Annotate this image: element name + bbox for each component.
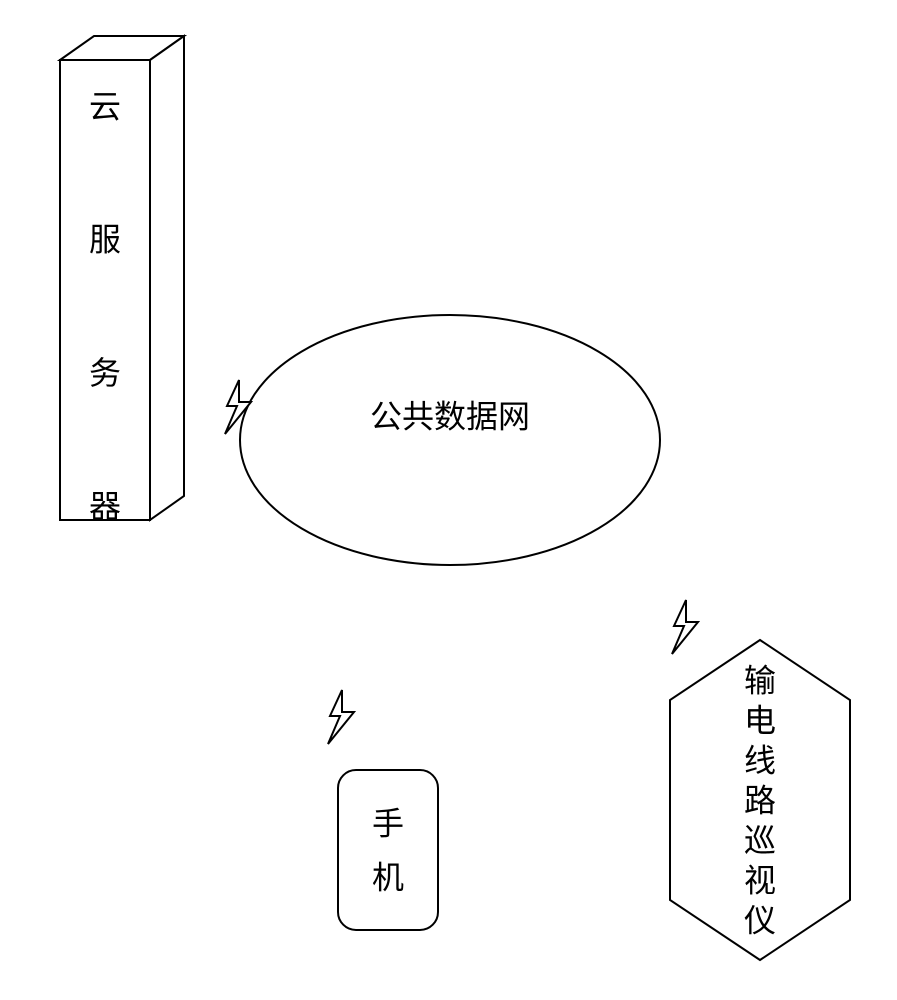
public-data-network-ellipse [240,315,660,565]
public-data-network-node: 公共数据网 [240,315,660,565]
lightning-icon [328,690,354,744]
phone-rect [338,770,438,930]
wireless-link-icon [328,690,354,744]
cloud-server-side-face [150,36,184,520]
inspector-node: 输电线路巡视仪 [670,640,850,960]
inspector-label: 视 [744,862,776,898]
cloud-server-label: 器 [89,488,121,524]
inspector-label: 输 [744,662,776,698]
phone-label: 机 [372,859,404,895]
lightning-icon [672,600,698,654]
inspector-label: 巡 [744,822,776,858]
cloud-server-label: 务 [89,355,121,391]
cloud-server-label: 云 [89,88,121,124]
cloud-server-label: 服 [89,222,121,258]
inspector-label: 路 [744,782,776,818]
inspector-label: 电 [744,702,776,738]
cloud-server-node: 云服务器 [60,36,184,524]
inspector-label: 线 [744,742,776,778]
cloud-server-front-face [60,60,150,520]
wireless-link-icon [672,600,698,654]
public-data-network-label: 公共数据网 [370,398,530,434]
phone-node: 手机 [338,770,438,930]
phone-label: 手 [372,805,404,841]
inspector-label: 仪 [744,902,776,938]
